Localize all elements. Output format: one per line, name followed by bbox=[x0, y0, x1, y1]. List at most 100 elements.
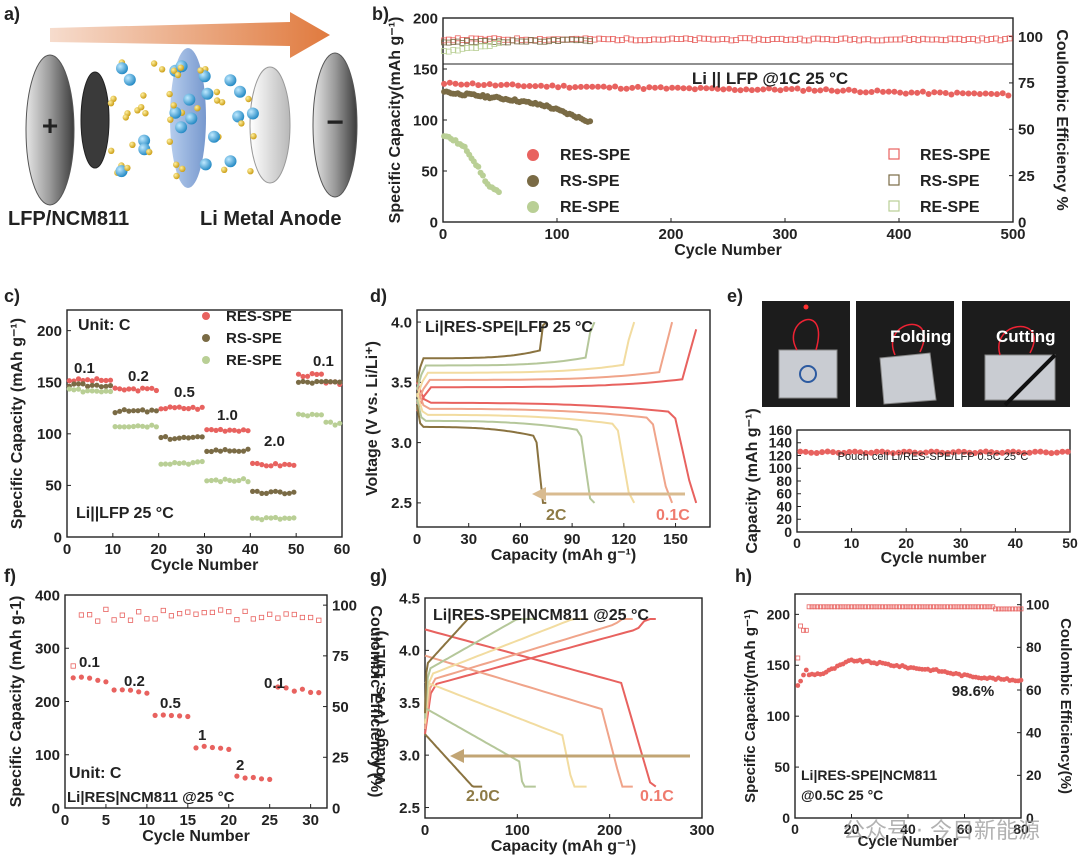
data-point bbox=[112, 385, 118, 391]
capacity-point bbox=[185, 713, 191, 720]
ce-point bbox=[450, 47, 457, 53]
chart-title: Li|RES-SPE|LFP 25 °C bbox=[425, 319, 593, 336]
capacity-point bbox=[283, 685, 289, 691]
data-point bbox=[890, 450, 897, 457]
data-point bbox=[291, 462, 297, 468]
ce-point bbox=[111, 617, 117, 623]
data-point bbox=[808, 449, 815, 456]
y-axis-label: Voltage (V vs. Li/Li⁺) bbox=[364, 341, 381, 496]
data-point bbox=[71, 387, 77, 393]
ce-point bbox=[234, 617, 240, 623]
rate-label: 0.5 bbox=[160, 695, 181, 712]
capacity-point bbox=[103, 679, 109, 685]
lithium-ion bbox=[224, 74, 237, 87]
capacity-point bbox=[463, 81, 470, 88]
lithium-ion bbox=[169, 106, 182, 119]
capacity-point bbox=[495, 189, 502, 196]
data-point bbox=[263, 515, 269, 521]
data-point bbox=[1053, 449, 1060, 456]
capacity-point bbox=[177, 713, 183, 719]
rate-label-low: 2.0C bbox=[466, 788, 500, 805]
y-tick-label: 140 bbox=[769, 435, 793, 451]
capacity-point bbox=[209, 744, 215, 751]
ce-point bbox=[815, 35, 821, 42]
ce-point bbox=[1007, 606, 1013, 612]
capacity-point bbox=[481, 82, 487, 88]
ce-point bbox=[820, 604, 826, 610]
rate-arrow-head bbox=[450, 749, 464, 763]
capacity-point bbox=[1018, 677, 1024, 683]
data-point bbox=[231, 478, 237, 484]
lithium-ion bbox=[208, 130, 220, 143]
data-point bbox=[217, 448, 224, 454]
y2-tick-label: 40 bbox=[1026, 725, 1042, 741]
ce-point bbox=[664, 36, 671, 43]
y-axis-label: Specific Capacity(mAh g⁻¹) bbox=[742, 609, 759, 803]
data-point bbox=[222, 447, 228, 453]
panel-e-photos: Folding Cutting bbox=[762, 301, 1070, 407]
x-tick-label: 30 bbox=[953, 535, 969, 551]
data-point bbox=[797, 448, 804, 455]
ce-point bbox=[840, 604, 846, 610]
ce-point bbox=[868, 604, 874, 610]
y2-axis-label: Coulombic Efficiency (%) bbox=[367, 605, 384, 797]
x-axis-label: Cycle Number bbox=[151, 557, 259, 574]
data-point bbox=[190, 460, 196, 466]
plot-frame bbox=[424, 597, 703, 819]
data-point bbox=[972, 450, 978, 456]
data-point bbox=[98, 389, 104, 395]
data-point bbox=[318, 379, 324, 385]
capacity-point bbox=[874, 87, 881, 94]
data-point bbox=[89, 382, 95, 388]
discharge-curve bbox=[424, 680, 587, 788]
data-point bbox=[240, 476, 247, 482]
data-point bbox=[195, 406, 201, 412]
ce-point bbox=[795, 655, 801, 661]
ce-point bbox=[564, 36, 571, 43]
y2-tick-label: 75 bbox=[332, 648, 349, 665]
capacity-point bbox=[526, 83, 533, 89]
data-point bbox=[277, 489, 283, 495]
data-point bbox=[291, 515, 297, 521]
data-point bbox=[135, 423, 141, 429]
data-point bbox=[80, 381, 86, 387]
x-axis-label: Capacity (mAh g⁻¹) bbox=[491, 547, 636, 564]
ce-point bbox=[87, 612, 93, 618]
y2-tick-label: 50 bbox=[1018, 122, 1035, 139]
data-point bbox=[1032, 448, 1039, 455]
y2-tick-label: 20 bbox=[1026, 767, 1042, 783]
rate-arrow-head bbox=[532, 487, 546, 501]
x-tick-label: 15 bbox=[179, 812, 196, 829]
ce-point bbox=[801, 627, 806, 633]
ce-point bbox=[914, 604, 919, 610]
y-tick-label: 200 bbox=[767, 606, 791, 622]
ce-point bbox=[911, 604, 916, 610]
ce-point bbox=[843, 604, 849, 610]
data-point bbox=[295, 379, 302, 385]
data-point bbox=[268, 463, 274, 469]
data-point bbox=[305, 413, 311, 419]
ce-point bbox=[964, 604, 970, 610]
anion-particle bbox=[166, 90, 173, 98]
capacity-point bbox=[587, 118, 594, 125]
ce-point bbox=[959, 604, 965, 610]
ce-point bbox=[806, 604, 812, 610]
data-point bbox=[240, 427, 247, 433]
anion-particle bbox=[122, 114, 129, 121]
panel-label-e: e) bbox=[727, 286, 743, 306]
capacity-point bbox=[275, 684, 281, 690]
ce-point bbox=[901, 35, 908, 42]
capacity-point bbox=[95, 677, 101, 683]
data-point bbox=[999, 449, 1006, 456]
cathode-disk bbox=[25, 54, 75, 206]
capacity-point bbox=[78, 674, 84, 680]
ce-point bbox=[970, 604, 976, 610]
plot-frame bbox=[416, 309, 711, 528]
data-point bbox=[181, 405, 187, 412]
y2-tick-label: 25 bbox=[332, 750, 349, 767]
anion-particle bbox=[129, 141, 136, 148]
anion-particle bbox=[218, 99, 226, 106]
legend-label: RES-SPE bbox=[226, 308, 292, 325]
data-point bbox=[901, 448, 907, 455]
ce-point bbox=[1015, 606, 1021, 612]
